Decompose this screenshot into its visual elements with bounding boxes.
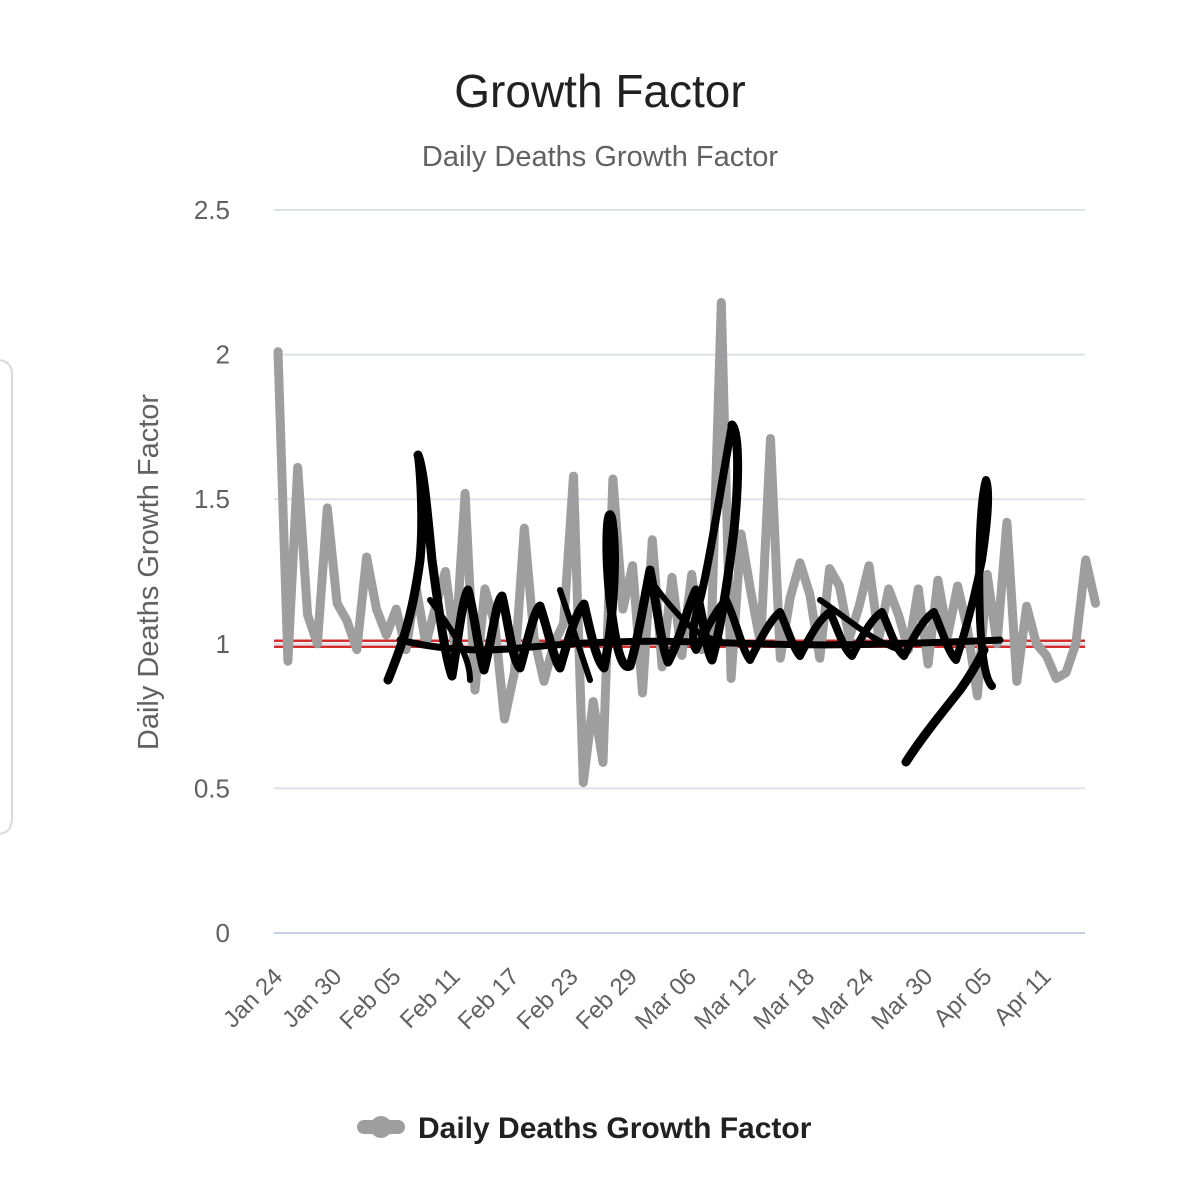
x-tick-label: Feb 23 [512,963,584,1035]
x-tick-label: Mar 24 [807,963,879,1035]
legend: Daily Deaths Growth Factor [357,1112,812,1145]
x-tick-label: Feb 11 [395,963,466,1034]
y-tick-label: 2.5 [194,195,230,225]
grid-lines [274,209,1085,934]
x-tick-label: Mar 06 [630,963,702,1035]
series-lines [273,298,1100,788]
x-tick-label: Jan 30 [277,963,347,1033]
chart-title: Growth Factor [454,65,745,117]
signature-overlay [383,420,1004,767]
chart-subtitle: Daily Deaths Growth Factor [422,141,779,173]
x-tick-label: Apr 05 [928,963,997,1032]
y-tick-label: 0.5 [194,773,230,803]
series-line [273,298,1100,788]
y-axis-label: Daily Deaths Growth Factor [133,394,165,751]
legend-label: Daily Deaths Growth Factor [418,1112,812,1145]
x-tick-label: Feb 17 [453,963,525,1035]
x-tick-label: Mar 30 [866,963,938,1035]
card-edge [0,359,13,835]
legend-marker [370,1116,392,1138]
y-tick-label: 0 [216,918,230,948]
x-tick-label: Apr 11 [989,963,1057,1031]
y-tick-label: 1.5 [194,484,230,514]
y-tick-label: 1 [216,629,230,659]
x-tick-label: Mar 18 [748,963,820,1035]
x-tick-label: Mar 12 [689,963,761,1035]
x-tick-label: Jan 24 [218,963,288,1033]
x-tick-label: Feb 05 [335,963,407,1035]
y-axis-ticks: 0 0.5 1 1.5 2 2.5 [194,195,230,948]
y-tick-label: 2 [216,340,230,370]
x-tick-label: Feb 29 [571,963,643,1035]
